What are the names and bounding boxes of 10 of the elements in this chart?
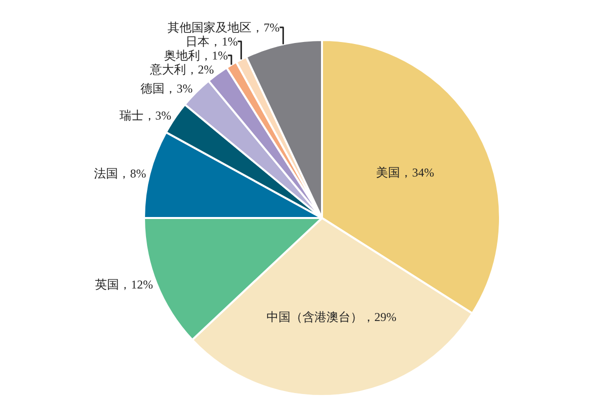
slice-label: 法国，8% [94,166,146,180]
slice-label: 英国，12% [95,277,153,292]
slice-label: 德国，3% [140,82,193,96]
slice-label: 美国，34% [376,165,434,180]
slice-label: 日本，1% [186,34,238,48]
slice-label: 瑞士，3% [119,108,172,123]
slice-label: 其他国家及地区，7% [168,20,280,34]
slice-label: 意大利，2% [148,62,214,76]
slice-label: 奥地利，1% [164,48,228,62]
slice-label: 中国（含港澳台），29% [266,310,396,324]
